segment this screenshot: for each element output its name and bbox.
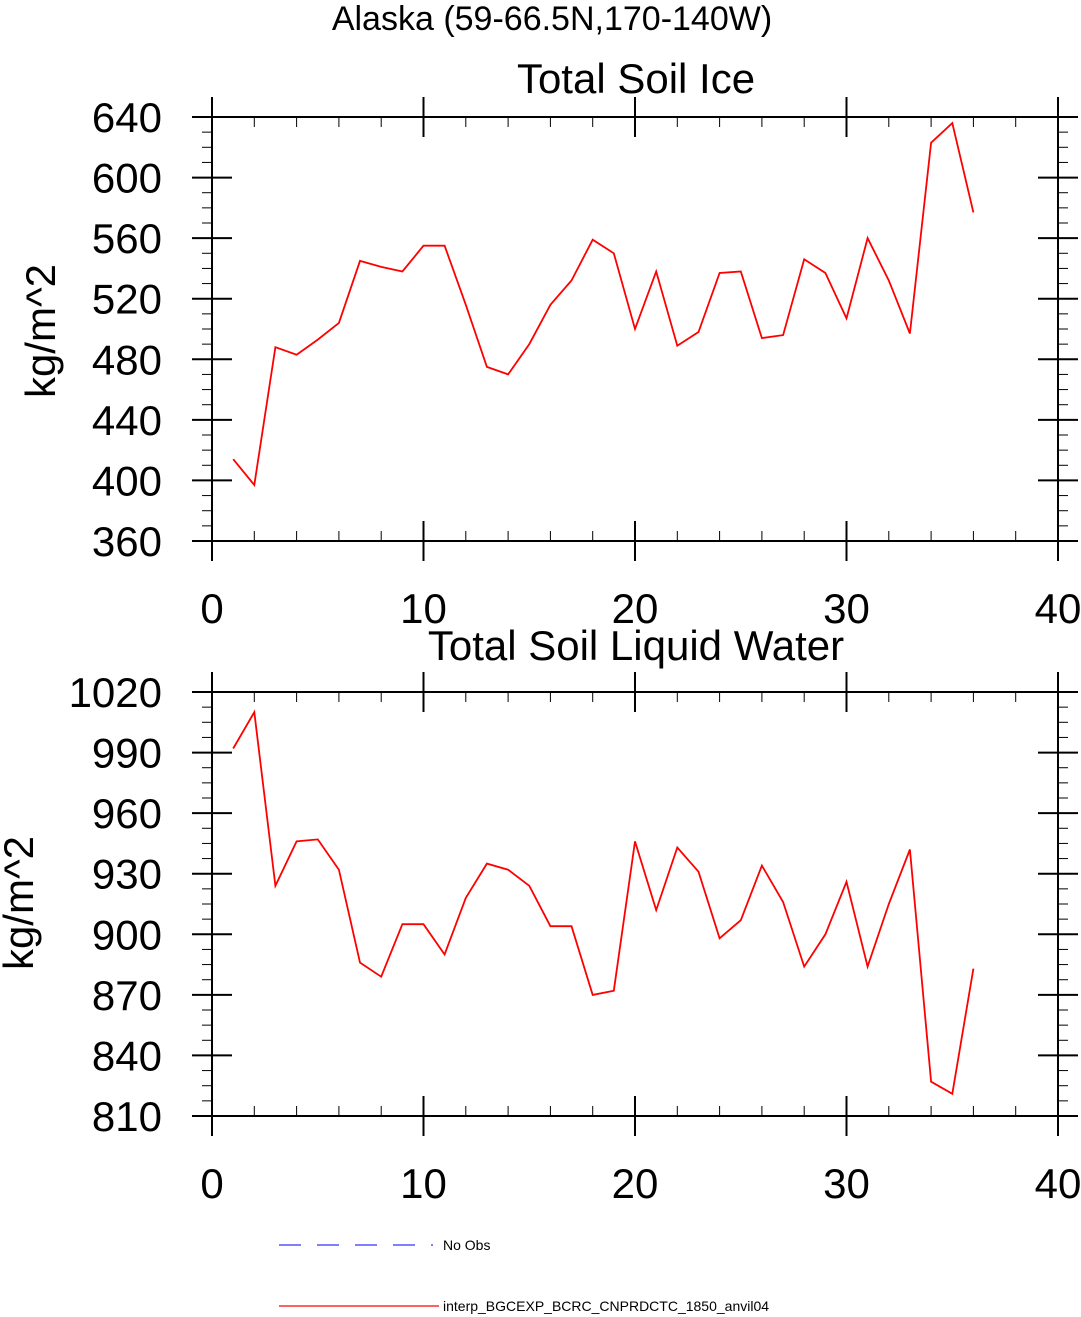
series-line — [232, 121, 975, 488]
legend-label-model: interp_BGCEXP_BCRC_CNPRDCTC_1850_anvil04 — [443, 1298, 769, 1314]
y-tick-label: 900 — [92, 911, 162, 958]
y-tick-label: 560 — [92, 215, 162, 262]
plot-frame — [211, 116, 1059, 542]
series-line — [232, 709, 975, 1096]
x-tick-label: 10 — [400, 1160, 447, 1207]
y-axis-label: kg/m^2 — [0, 836, 42, 970]
y-tick-label: 840 — [92, 1032, 162, 1079]
legend: No Obs interp_BGCEXP_BCRC_CNPRDCTC_1850_… — [279, 1237, 769, 1314]
y-tick-label: 930 — [92, 851, 162, 898]
x-tick-label: 40 — [1035, 1160, 1081, 1207]
panel-title: Total Soil Ice — [517, 55, 755, 102]
y-tick-label: 520 — [92, 276, 162, 323]
y-tick-label: 400 — [92, 457, 162, 504]
panel-total-soil-liquid-water: Total Soil Liquid Water kg/m^2 0 10 20 30 40… — [0, 622, 1081, 1207]
y-tick-label: 480 — [92, 336, 162, 383]
y-tick-label: 1020 — [69, 669, 162, 716]
y-tick-label: 870 — [92, 972, 162, 1019]
y-tick-label: 360 — [92, 518, 162, 565]
x-tick-label: 30 — [823, 585, 870, 632]
y-tick-label: 810 — [92, 1093, 162, 1140]
y-tick-label: 990 — [92, 730, 162, 777]
plot-frame — [211, 691, 1059, 1117]
y-tick-label: 960 — [92, 790, 162, 837]
y-tick-label: 600 — [92, 155, 162, 202]
legend-label-no-obs: No Obs — [443, 1237, 490, 1253]
x-tick-label: 0 — [200, 585, 223, 632]
y-tick-label: 640 — [92, 94, 162, 141]
x-tick-label: 0 — [200, 1160, 223, 1207]
x-tick-label: 20 — [612, 585, 659, 632]
x-tick-label: 30 — [823, 1160, 870, 1207]
panel-title: Total Soil Liquid Water — [428, 622, 844, 669]
y-axis-label: kg/m^2 — [17, 264, 64, 398]
x-tick-label: 20 — [612, 1160, 659, 1207]
x-tick-label: 40 — [1035, 585, 1081, 632]
panel-total-soil-ice: Total Soil Ice kg/m^2 0 10 20 30 40 360 400 440… — [17, 55, 1081, 632]
y-tick-label: 440 — [92, 397, 162, 444]
x-tick-label: 10 — [400, 585, 447, 632]
figure-title: Alaska (59-66.5N,170-140W) — [332, 0, 772, 38]
